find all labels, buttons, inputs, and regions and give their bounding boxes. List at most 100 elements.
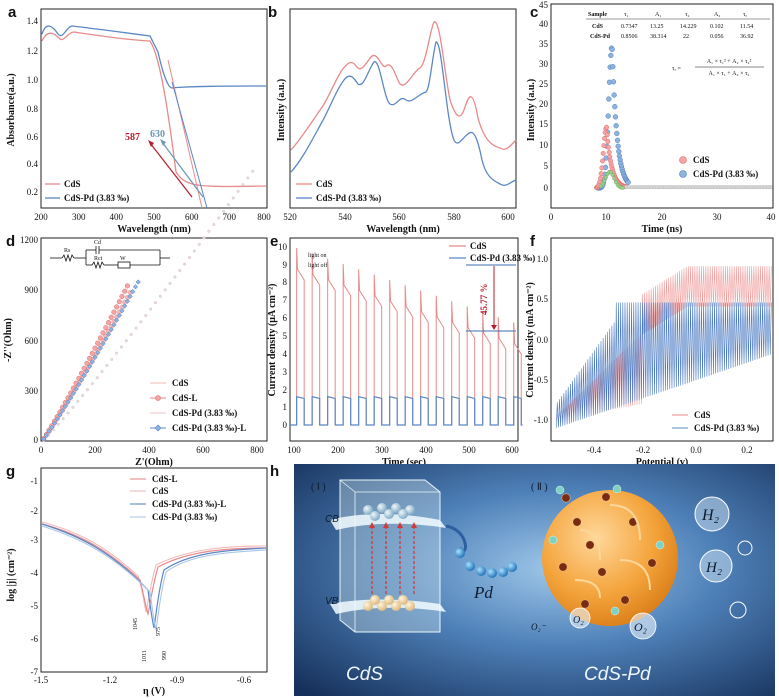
- panel-d-point-cdspdl: [59, 408, 66, 414]
- panel-g-cdspd-curve: [41, 525, 267, 631]
- panel-d-point-cdspd: [207, 229, 211, 233]
- panel-c-ytick: 20: [539, 99, 549, 109]
- panel-d-point-cdsl: [95, 340, 101, 346]
- panel-d-point-cdsl: [111, 309, 117, 315]
- panel-d-point-cdspd: [90, 382, 94, 386]
- panel-b-xlabel: Wavelength (nm): [366, 224, 440, 235]
- panel-c-decay-point-cdspd: [605, 113, 611, 119]
- panel-c-decay-point-cds: [600, 158, 605, 164]
- panel-d-point-cdspdl: [95, 350, 101, 356]
- panel-h-sphere-electron: [580, 599, 590, 609]
- panel-c-xtick: 20: [658, 212, 668, 222]
- panel-d-point-cdsl: [124, 283, 130, 289]
- panel-c-table-cell: 13.25: [650, 24, 664, 30]
- panel-h-sphere-electron: [597, 567, 607, 577]
- panel-a-arrow-587: [149, 142, 193, 198]
- panel-f-ytick: 0.0: [537, 335, 549, 345]
- panel-d-point-cdspd: [236, 189, 240, 193]
- panel-d-point-cdsl: [89, 350, 95, 356]
- panel-c-decay-point-cdspd: [625, 179, 631, 185]
- panel-d-point-cdsl: [87, 355, 93, 361]
- panel-f-label: f: [530, 233, 536, 250]
- panel-d-point-cdspdl: [86, 363, 93, 370]
- panel-f-cdspd-curve: [555, 302, 772, 429]
- panel-d-point-cdspd: [212, 223, 216, 227]
- panel-h-bubble: [737, 540, 753, 556]
- panel-h-excitation-arrowhead: [383, 522, 389, 528]
- panel-c-ytick: 0: [544, 183, 549, 193]
- panel-b-xtick: 560: [392, 212, 406, 222]
- panel-b-xtick: 600: [501, 212, 515, 222]
- panel-e-legend-cds: CdS: [470, 241, 487, 251]
- panel-d-point-cdsl: [92, 345, 98, 351]
- panel-h-excitation-arrows: [369, 522, 417, 594]
- panel-c-ytick: 25: [539, 79, 549, 89]
- panel-c-decay-point-cdspd: [616, 148, 622, 155]
- panel-d-point-cdspdl: [41, 436, 47, 442]
- panel-h-pd-particle: [487, 568, 497, 578]
- panel-c-table-cell: 38.314: [650, 34, 667, 40]
- panel-e: e Time (sec) Current density (μA cm⁻²) 1…: [267, 233, 535, 468]
- panel-c-table-header: A₁: [655, 12, 661, 18]
- panel-c-xtick: 30: [713, 212, 723, 222]
- panel-d-ytick: 1200: [20, 235, 39, 245]
- panel-d-point-cdspdl: [73, 386, 79, 392]
- panel-h-sphere-electron: [585, 540, 595, 550]
- panel-c-decay-point-cdspd: [612, 104, 618, 110]
- panel-a-ytick: 1.0: [27, 75, 39, 85]
- panel-g-xtick: -0.9: [170, 675, 185, 685]
- panel-d-point-cdspd: [173, 275, 177, 279]
- panel-d-point-cdsl: [114, 304, 120, 310]
- panel-h-o2-minus: O₂⁻: [531, 622, 547, 632]
- panel-g-ytick: -6: [31, 634, 39, 644]
- panel-d-point-cdspd: [81, 394, 85, 398]
- panel-a-cdspd-tangent: [171, 81, 208, 209]
- panel-a-xtick: 800: [257, 212, 271, 222]
- panel-b-label: b: [268, 4, 277, 21]
- panel-e-cds-curve: [290, 247, 523, 426]
- panel-h-excitation-arrowhead: [397, 522, 403, 528]
- panel-d: d Z'(Ohm) -Z''(Ohm) 0 200 400 600 800 0 …: [3, 169, 268, 468]
- panel-c-legend-cdspd: CdS-Pd (3.83 ‰): [693, 169, 758, 179]
- panel-d-point-cdsl: [116, 299, 122, 305]
- panel-c-decay-fit-point: [600, 181, 605, 186]
- panel-d-point-cdspd: [226, 203, 230, 207]
- panel-c-decay-point-cds: [604, 132, 610, 138]
- panel-e-ylabel: Current density (μA cm⁻²): [267, 284, 278, 397]
- panel-g-ytick: -5: [31, 601, 39, 611]
- panel-c-legend-marker-cdspd: [679, 170, 687, 178]
- panel-e-ytick: 10: [278, 242, 288, 252]
- panel-a-cds-curve: [41, 31, 267, 188]
- panel-d-point-cdsl: [108, 314, 114, 320]
- panel-c-table-header: τ₂: [685, 12, 690, 18]
- panel-h-bubble: [569, 607, 591, 629]
- panel-h-cdspd-sphere: [542, 490, 678, 626]
- panel-c-table-cell: CdS: [592, 24, 604, 30]
- panel-e-ytick: 7: [283, 295, 288, 305]
- panel-h-pd-particles: [455, 548, 517, 578]
- panel-d-point-cdspdl: [105, 331, 112, 337]
- panel-b-xtick: 520: [283, 212, 297, 222]
- panel-c-table-cell: CdS-Pd: [590, 34, 611, 40]
- panel-b-xtick: 580: [447, 212, 461, 222]
- panel-d-circuit-warburg: [117, 261, 131, 269]
- panel-d-point-cdspdl: [111, 322, 117, 328]
- panel-d-point-cdspd: [168, 281, 172, 286]
- panel-h-bubble: [699, 549, 733, 583]
- panel-d-point-cdspd: [134, 326, 138, 330]
- panel-c-frame: [550, 3, 774, 209]
- panel-h-roman-right: ( Ⅱ ): [531, 482, 548, 493]
- panel-d-xtick: 200: [88, 445, 102, 455]
- panel-d-point-cdspdl: [46, 428, 52, 435]
- panel-b-legend-cdspd: CdS-Pd (3.83 ‰): [316, 193, 381, 203]
- panel-d-circuit-label-cd: Cd: [94, 240, 101, 246]
- panel-h-sphere-stroke: [619, 559, 651, 591]
- panel-c-xtick: 40: [767, 212, 777, 222]
- panel-d-ytick: 900: [25, 285, 39, 295]
- panel-c-decay-point-cdspd: [613, 123, 619, 129]
- panel-d-point-cdspdl: [89, 359, 95, 365]
- panel-g-xtick: -0.6: [237, 675, 252, 685]
- panel-c-table-header: τ₁: [624, 12, 629, 18]
- panel-d-ylabel: -Z''(Ohm): [3, 318, 14, 362]
